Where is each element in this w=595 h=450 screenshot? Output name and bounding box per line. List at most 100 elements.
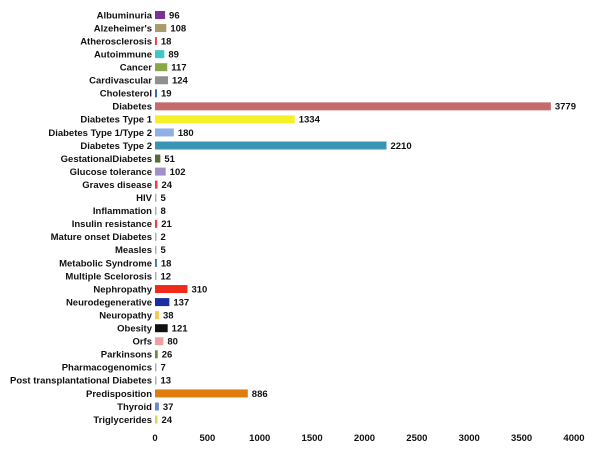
category-labels-group: Albuminuria Alzeheimer's Atherosclerosis Au… [10,10,153,426]
value-label: 80 [167,337,178,348]
bar [155,102,551,111]
x-tick-label: 0 [152,433,157,444]
value-label: 886 [252,389,268,400]
category-label: Diabetes [112,102,152,113]
category-label: Diabetes Type 1/Type 2 [48,128,152,139]
bar [155,180,158,189]
value-label: 137 [173,297,189,308]
value-label: 19 [161,89,172,100]
category-label: Diabetes Type 2 [80,141,152,152]
x-tick-label: 2500 [406,433,427,444]
bar [155,37,157,46]
bar [155,285,188,294]
value-label: 18 [161,36,172,47]
value-label: 18 [161,258,172,269]
value-label: 13 [161,376,172,387]
x-tick-label: 500 [199,433,215,444]
category-label: Obesity [117,324,153,335]
category-label: Cancer [120,63,153,74]
bar [155,324,168,333]
category-label: Post transplantational Diabetes [10,376,152,387]
category-label: Pharmacogenomics [62,363,152,374]
category-label: Alzeheimer's [94,23,152,34]
category-label: GestationalDiabetes [61,154,152,165]
value-label: 2210 [390,141,411,152]
x-tick-label: 3000 [459,433,480,444]
bar [155,258,157,267]
bar [155,193,157,202]
category-label: Predisposition [86,389,152,400]
value-label: 24 [162,180,173,191]
bar [155,89,157,98]
bar [155,298,170,307]
category-label: Glucose tolerance [70,167,152,178]
value-label: 310 [191,284,207,295]
value-label: 38 [163,310,174,321]
x-tick-label: 4000 [563,433,584,444]
category-label: Orfs [132,337,152,348]
bar [155,63,168,72]
value-label: 102 [170,167,186,178]
value-label: 121 [172,324,189,335]
value-label: 180 [178,128,194,139]
category-label: Metabolic Syndrome [59,258,152,269]
bar [155,272,157,280]
category-label: Triglycerides [93,415,152,426]
bar [155,311,159,320]
bar [155,167,166,176]
category-label: Neuropathy [99,310,153,321]
bar [155,363,157,372]
category-label: Thyroid [117,402,152,413]
bar [155,232,157,241]
bar [155,115,295,124]
bar [155,11,166,19]
category-label: Atherosclerosis [80,36,152,47]
value-label: 24 [162,415,173,426]
bar [155,350,158,359]
value-label: 21 [161,219,172,230]
bar [155,337,164,346]
bar [155,50,165,59]
value-label: 96 [169,10,180,21]
category-label: Diabetes Type 1 [80,115,152,126]
bar [155,415,158,424]
category-label: Nephropathy [93,284,152,295]
value-label: 2 [161,232,166,243]
category-label: Mature onset Diabetes [51,232,152,243]
category-label: Graves disease [82,180,152,191]
value-label: 5 [161,193,167,204]
x-axis-ticks-group: 0 500 1000 1500 2000 2500 3000 3500 4000 [152,433,584,444]
value-label: 37 [163,402,174,413]
category-label: Inflammation [93,206,152,217]
value-label: 7 [161,363,166,374]
category-label: Neurodegenerative [66,297,152,308]
category-label: Parkinsons [101,350,152,361]
category-label: Autoimmune [94,49,152,60]
category-label: Cholesterol [100,89,152,100]
value-label: 12 [161,271,172,282]
x-tick-label: 1500 [302,433,323,444]
value-label: 89 [168,49,179,60]
bar [155,245,157,254]
category-label: Albuminuria [97,10,153,21]
category-label: HIV [136,193,153,204]
value-label: 5 [161,245,167,256]
value-label: 108 [170,23,186,34]
bar [155,24,167,33]
bar [155,219,158,228]
value-label: 124 [172,76,189,87]
bar [155,206,157,215]
bar [155,128,174,137]
value-label: 51 [164,154,175,165]
x-tick-label: 3500 [511,433,532,444]
value-label: 117 [171,63,186,74]
x-tick-label: 1000 [249,433,270,444]
bar [155,76,168,85]
bar [155,376,157,385]
value-label: 8 [161,206,166,217]
bar [155,141,387,150]
category-label: Measles [115,245,152,256]
bar [155,389,248,398]
